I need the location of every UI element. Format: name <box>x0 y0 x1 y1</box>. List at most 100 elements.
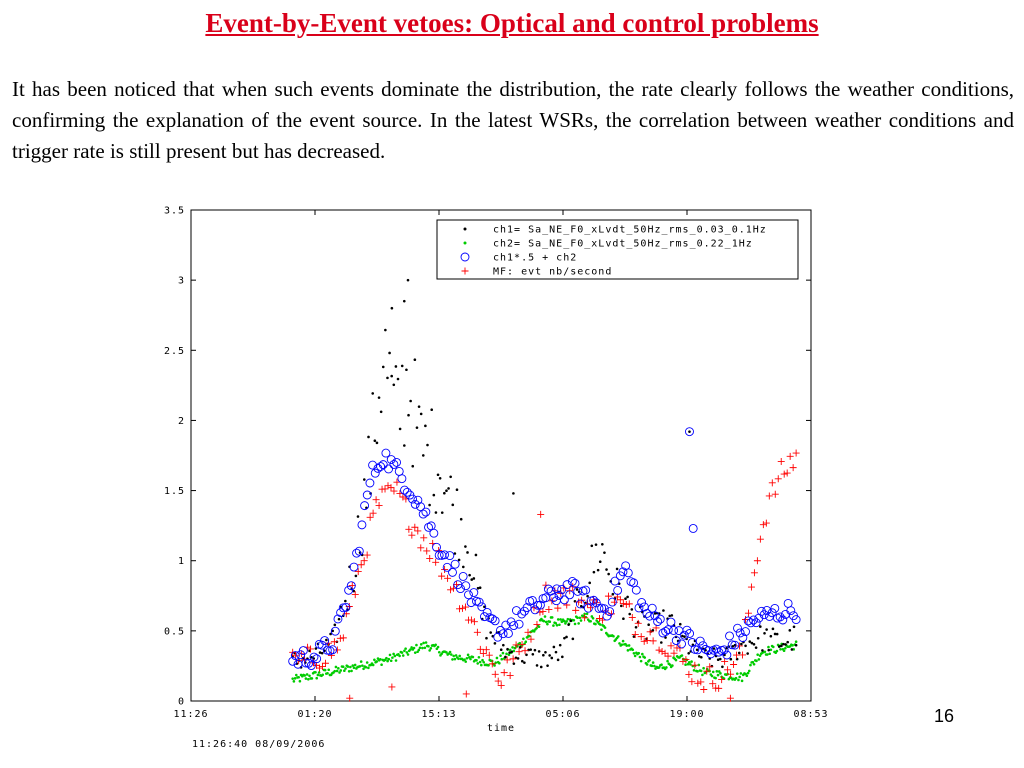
data-point <box>650 611 660 621</box>
data-point <box>642 609 652 618</box>
data-point <box>333 646 341 654</box>
data-point <box>740 679 744 683</box>
data-point <box>434 550 444 560</box>
data-point <box>298 679 302 683</box>
data-point <box>716 673 720 677</box>
data-point <box>573 622 577 626</box>
data-point <box>443 491 446 495</box>
data-point <box>490 616 500 626</box>
data-point <box>517 609 527 619</box>
data-point <box>306 661 316 670</box>
data-point <box>662 609 665 612</box>
data-point <box>759 625 762 628</box>
data-point <box>535 600 545 610</box>
data-point <box>735 672 739 675</box>
data-point <box>327 668 331 672</box>
data-point <box>655 614 665 624</box>
data-point <box>350 669 353 673</box>
data-point <box>670 649 678 657</box>
data-point <box>594 603 604 613</box>
data-point <box>552 584 562 594</box>
data-point <box>346 581 356 591</box>
data-point <box>466 653 470 657</box>
data-point <box>579 604 583 608</box>
data-point <box>386 376 389 380</box>
data-point <box>612 634 615 638</box>
data-point <box>376 462 386 471</box>
data-point <box>349 665 352 669</box>
data-point <box>590 544 594 548</box>
data-point <box>410 646 413 649</box>
data-point <box>426 443 429 447</box>
data-point <box>658 628 668 638</box>
data-point <box>734 676 738 680</box>
data-point <box>498 661 501 665</box>
data-point <box>640 637 648 645</box>
data-point <box>649 637 657 645</box>
data-point <box>763 631 766 635</box>
data-point <box>333 614 343 624</box>
data-point <box>366 513 374 521</box>
data-point <box>738 633 748 643</box>
data-point <box>681 634 684 638</box>
data-point <box>423 547 431 555</box>
data-point <box>548 620 552 624</box>
data-point <box>771 490 779 498</box>
data-point <box>554 621 558 625</box>
data-point <box>607 597 617 607</box>
data-point <box>421 646 424 650</box>
y-tick-label: 3.5 <box>164 206 185 217</box>
data-point <box>476 662 480 665</box>
data-point <box>542 619 546 623</box>
data-point <box>409 399 412 403</box>
data-point <box>434 643 437 647</box>
data-point <box>653 664 656 668</box>
data-point <box>337 617 341 621</box>
data-point <box>768 479 776 487</box>
data-point <box>352 548 362 558</box>
data-point <box>556 658 560 662</box>
data-point <box>474 553 478 557</box>
data-point <box>515 648 523 656</box>
data-point <box>406 653 410 656</box>
data-point <box>436 645 440 649</box>
data-point <box>575 588 579 591</box>
data-point <box>428 503 431 507</box>
data-point <box>454 654 458 657</box>
data-point <box>498 629 508 639</box>
data-point <box>500 657 504 661</box>
data-point <box>615 567 619 571</box>
x-tick-label: 05:06 <box>545 709 580 720</box>
data-point <box>765 628 768 631</box>
data-point <box>536 608 544 616</box>
data-point <box>561 655 564 659</box>
data-point <box>487 663 490 667</box>
data-point <box>456 605 463 613</box>
data-point <box>634 603 644 613</box>
data-point <box>449 653 453 656</box>
data-point <box>757 658 761 661</box>
data-point <box>495 625 505 635</box>
legend-label: ch1= Sa_NE_F0_xLvdt_50Hz_rms_0.03_0.1Hz <box>493 225 767 236</box>
data-point <box>749 615 758 625</box>
data-point <box>702 666 705 670</box>
data-point <box>386 455 396 464</box>
data-point <box>359 660 363 663</box>
y-tick-label: 0 <box>178 697 185 708</box>
data-point <box>741 627 750 637</box>
data-point <box>528 634 531 638</box>
data-point <box>626 595 629 599</box>
data-point <box>718 676 726 684</box>
data-point <box>293 677 297 680</box>
data-point <box>341 602 351 612</box>
data-point <box>516 657 520 660</box>
data-point <box>494 677 502 685</box>
data-point <box>773 632 777 636</box>
data-point <box>468 573 471 577</box>
data-point <box>723 653 726 657</box>
data-point <box>415 426 419 429</box>
data-point <box>509 621 519 631</box>
data-point <box>415 643 418 647</box>
data-point <box>371 663 375 667</box>
data-point <box>304 677 308 680</box>
